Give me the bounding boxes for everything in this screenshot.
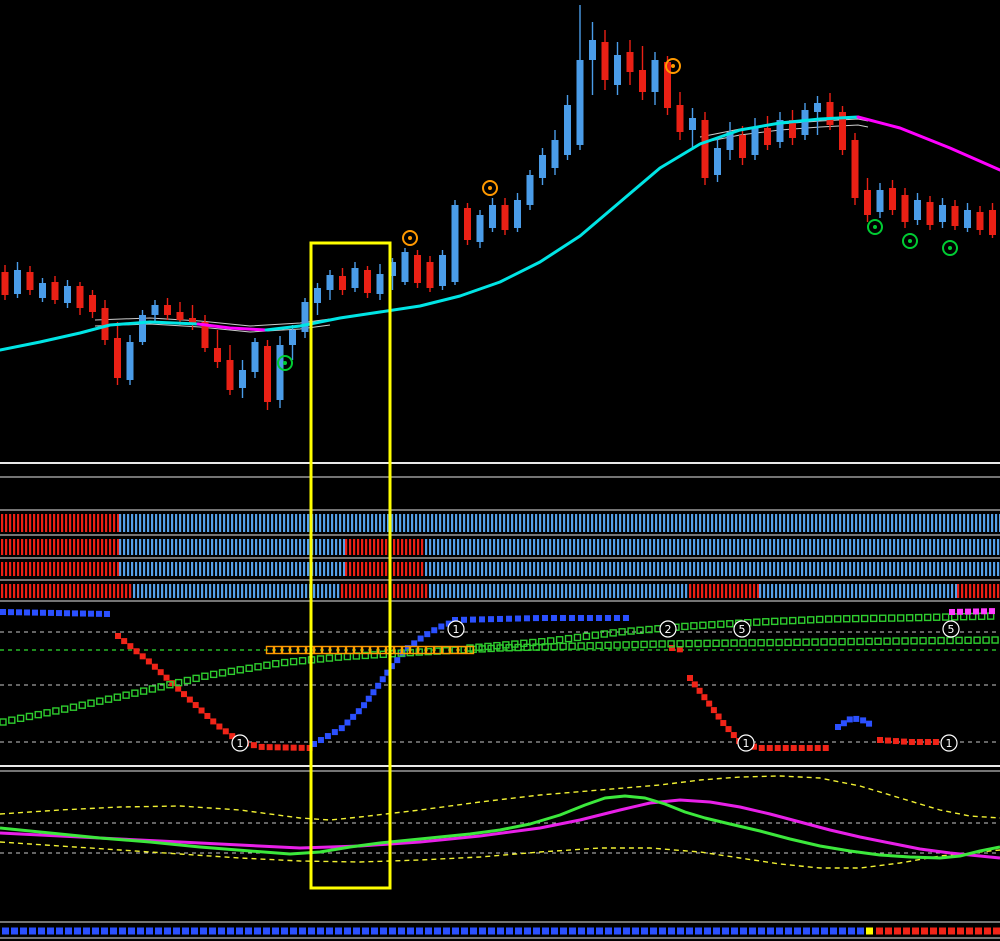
oscillator-pane	[0, 775, 1000, 869]
signal-circle-icon	[482, 180, 498, 196]
semafor-number-badge: 5	[942, 620, 960, 638]
semafor-number-badge: 2	[659, 620, 677, 638]
red-dots-right	[877, 737, 939, 745]
yellow-highlight-box[interactable]	[309, 241, 392, 890]
main-line	[0, 794, 1000, 860]
price-pane	[0, 5, 1000, 410]
red-dots-decline-2	[687, 675, 829, 751]
orange-squares	[265, 645, 475, 655]
semafor-number-badge: 1	[447, 620, 465, 638]
trend-ribbon	[1, 514, 1000, 598]
semafor-number-badge: 1	[940, 734, 958, 752]
blue-dots-top	[452, 615, 629, 623]
signal-circle-icon	[902, 233, 918, 249]
upper-band	[0, 775, 1000, 821]
signal-line	[0, 798, 1000, 860]
semafor-number-badge: 5	[733, 620, 751, 638]
moving-average-line	[0, 115, 1000, 352]
semafor-number-badge: 1	[737, 734, 755, 752]
signal-circle-icon	[665, 58, 681, 74]
blue-dots-rise	[311, 620, 452, 747]
candles-group	[1, 5, 996, 410]
svg-text:5: 5	[739, 623, 746, 636]
semafor-number-badge: 1	[231, 734, 249, 752]
svg-text:2: 2	[665, 623, 672, 636]
svg-text:1: 1	[743, 737, 750, 750]
semafor-pane: 1 1 2 5 5 1 1	[0, 608, 1000, 752]
signal-bar	[2, 927, 1000, 935]
blue-dots-right	[835, 715, 873, 730]
green-buy-markers	[277, 219, 958, 371]
svg-text:5: 5	[948, 623, 955, 636]
lower-band	[0, 841, 1000, 869]
signal-circle-icon	[277, 355, 293, 371]
orange-sell-markers	[402, 58, 681, 246]
svg-text:1: 1	[453, 623, 460, 636]
signal-circle-icon	[867, 219, 883, 235]
svg-text:1: 1	[237, 737, 244, 750]
signal-circle-icon	[402, 230, 418, 246]
signal-circle-icon	[942, 240, 958, 256]
separator-lines	[0, 462, 1000, 939]
blue-dots-left	[0, 609, 110, 617]
svg-text:1: 1	[946, 737, 953, 750]
magenta-dots	[949, 608, 995, 615]
green-dots-upper	[466, 612, 995, 652]
red-dots-zone	[669, 645, 683, 653]
